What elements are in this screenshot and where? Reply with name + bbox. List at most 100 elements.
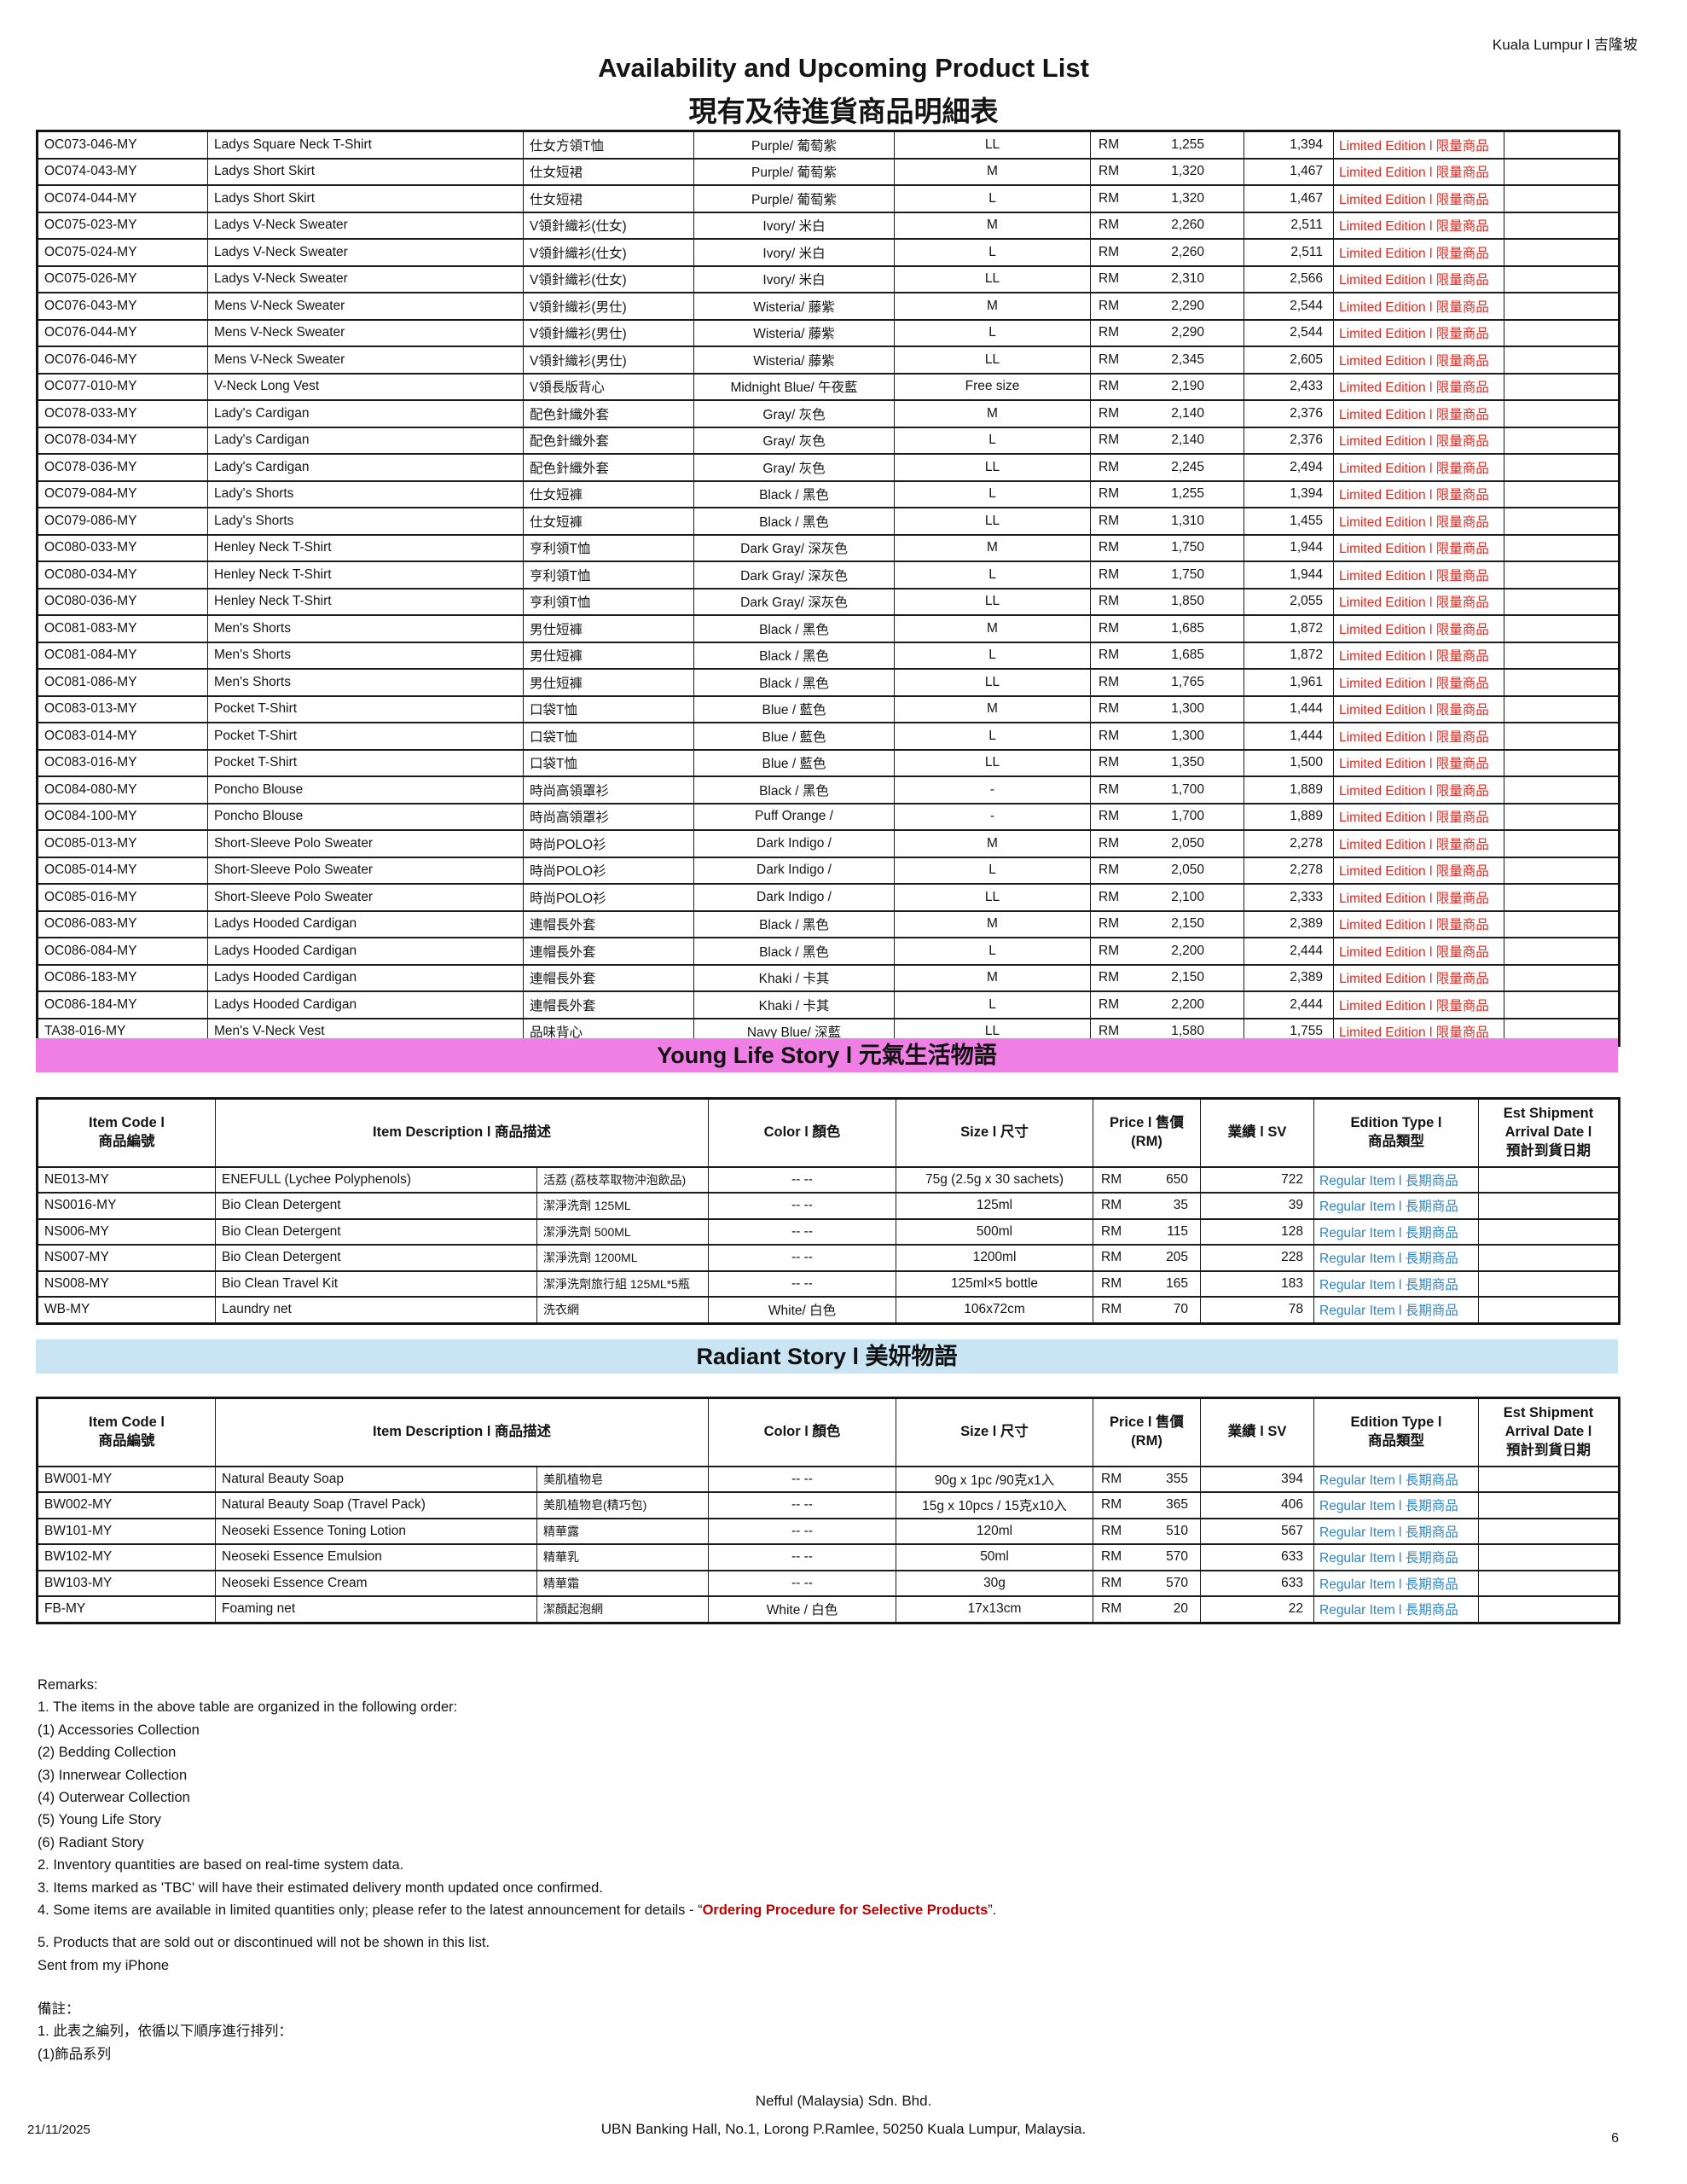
code-cell: OC081-083-MY <box>37 614 208 643</box>
size-cell: Free size <box>894 372 1091 401</box>
est-cell <box>1504 130 1620 160</box>
est-cell <box>1504 775 1620 804</box>
sv-cell: 1,467 <box>1244 157 1334 186</box>
edition-cell: Limited Edition l 限量商品 <box>1333 909 1504 938</box>
remark-line4-prefix: 4. Some items are available in limited q… <box>38 1902 703 1919</box>
sv-cell: 2,444 <box>1244 937 1334 966</box>
remark-line: (3) Innerwear Collection <box>38 1767 188 1783</box>
color-cell: -- -- <box>708 1244 896 1272</box>
sv-cell: 228 <box>1200 1244 1314 1272</box>
color-cell: Gray/ 灰色 <box>693 453 895 482</box>
color-cell: Khaki / 卡其 <box>693 963 895 992</box>
currency-label: RM <box>1101 1575 1122 1590</box>
est-cell <box>1478 1244 1620 1272</box>
edition-cell: Limited Edition l 限量商品 <box>1333 479 1504 508</box>
color-cell: Blue / 藍色 <box>693 748 895 777</box>
est-cell <box>1504 346 1620 375</box>
est-cell <box>1478 1465 1620 1493</box>
est-cell <box>1504 453 1620 482</box>
desc-zh-cell: 口袋T恤 <box>523 694 694 723</box>
currency-label: RM <box>1099 164 1120 179</box>
table-row: OC074-044-MY Ladys Short Skirt 仕女短裙 Purple/… <box>37 184 1620 213</box>
page-title-zh: 現有及待進貨商品明細表 <box>688 96 999 127</box>
sv-cell: 128 <box>1200 1217 1314 1246</box>
color-cell: -- -- <box>708 1192 896 1220</box>
table-row: OC078-036-MY Lady's Cardigan 配色針織外套 Gray/ 灰… <box>37 453 1620 482</box>
color-cell: Dark Indigo / <box>693 883 895 912</box>
price-value: 1,850 <box>1171 594 1204 609</box>
est-cell <box>1504 561 1620 590</box>
code-cell: OC084-100-MY <box>37 802 208 831</box>
price-value: 650 <box>1166 1171 1188 1187</box>
price-cell: RM 1,255 <box>1090 130 1244 160</box>
sv-cell: 722 <box>1200 1165 1314 1194</box>
remark-line: (2) Bedding Collection <box>38 1745 177 1761</box>
table-row: NS007-MY Bio Clean Detergent 潔淨洗劑 1200ML --… <box>37 1244 1620 1272</box>
currency-label: RM <box>1099 835 1120 851</box>
code-cell: OC078-036-MY <box>37 453 208 482</box>
table-row: OC085-013-MY Short-Sleeve Polo Sweater 時尚P… <box>37 829 1620 858</box>
desc-en-cell: Lady's Shorts <box>207 507 524 536</box>
sv-cell: 1,455 <box>1244 507 1334 536</box>
table-row: FB-MY Foaming net 潔顏起泡網 White / 白色 17x13cm RM… <box>37 1595 1620 1623</box>
remark-line: (4) Outerwear Collection <box>38 1790 190 1806</box>
size-cell: M <box>894 157 1091 186</box>
code-cell: NS008-MY <box>37 1269 216 1298</box>
price-value: 1,700 <box>1171 781 1204 797</box>
desc-en-cell: Bio Clean Detergent <box>215 1192 537 1220</box>
code-cell: OC085-013-MY <box>37 829 208 858</box>
desc-en-cell: Ladys Hooded Cardigan <box>207 990 524 1019</box>
sv-cell: 394 <box>1200 1465 1314 1493</box>
sv-cell: 406 <box>1200 1491 1314 1519</box>
currency-label: RM <box>1101 1198 1122 1213</box>
zh-notes-line: 1. 此表之編列，依循以下順序進行排列： <box>38 2024 293 2040</box>
table-row: BW101-MY Neoseki Essence Toning Lotion 精華露… <box>37 1517 1620 1545</box>
currency-label: RM <box>1099 755 1120 770</box>
price-cell: RM 2,245 <box>1090 453 1244 482</box>
desc-en-cell: Poncho Blouse <box>207 775 524 804</box>
currency-label: RM <box>1099 889 1120 904</box>
price-value: 365 <box>1166 1497 1188 1513</box>
desc-zh-cell: 活荔 (荔枝萃取物沖泡飲品) <box>536 1165 709 1194</box>
price-cell: RM 205 <box>1093 1244 1201 1272</box>
size-cell: LL <box>894 748 1091 777</box>
edition-cell: Regular Item l 長期商品 <box>1313 1192 1479 1220</box>
est-cell <box>1504 533 1620 562</box>
desc-zh-cell: 精華露 <box>536 1517 709 1545</box>
code-cell: OC078-033-MY <box>37 399 208 428</box>
est-cell <box>1504 211 1620 240</box>
sv-cell: 633 <box>1200 1543 1314 1571</box>
edition-cell: Limited Edition l 限量商品 <box>1333 668 1504 697</box>
currency-label: RM <box>1099 433 1120 448</box>
price-cell: RM 510 <box>1093 1517 1201 1545</box>
sv-cell: 1,872 <box>1244 641 1334 670</box>
est-cell <box>1504 184 1620 213</box>
color-cell: Dark Indigo / <box>693 829 895 858</box>
desc-zh-cell: 時尚高領罩衫 <box>523 775 694 804</box>
color-cell: White / 白色 <box>708 1595 896 1623</box>
price-cell: RM 70 <box>1093 1296 1201 1324</box>
edition-cell: Limited Edition l 限量商品 <box>1333 561 1504 590</box>
price-value: 2,345 <box>1171 351 1204 367</box>
price-cell: RM 1,310 <box>1090 507 1244 536</box>
edition-cell: Limited Edition l 限量商品 <box>1333 346 1504 375</box>
desc-zh-cell: 美肌植物皂 <box>536 1465 709 1493</box>
desc-en-cell: Poncho Blouse <box>207 802 524 831</box>
currency-label: RM <box>1099 781 1120 797</box>
color-cell: -- -- <box>708 1465 896 1493</box>
size-cell: L <box>894 318 1091 347</box>
price-value: 2,260 <box>1171 218 1204 233</box>
price-value: 570 <box>1166 1575 1188 1590</box>
sv-cell: 567 <box>1200 1517 1314 1545</box>
price-cell: RM 2,290 <box>1090 318 1244 347</box>
desc-en-cell: Men's Shorts <box>207 614 524 643</box>
price-cell: RM 570 <box>1093 1569 1201 1597</box>
desc-en-cell: Ladys V-Neck Sweater <box>207 211 524 240</box>
code-cell: NS0016-MY <box>37 1192 216 1220</box>
table-row: NE013-MY ENEFULL (Lychee Polyphenols) 活荔 (… <box>37 1165 1620 1194</box>
price-value: 1,750 <box>1171 540 1204 555</box>
desc-en-cell: Lady's Shorts <box>207 479 524 508</box>
desc-en-cell: Bio Clean Travel Kit <box>215 1269 537 1298</box>
size-cell: L <box>894 722 1091 751</box>
